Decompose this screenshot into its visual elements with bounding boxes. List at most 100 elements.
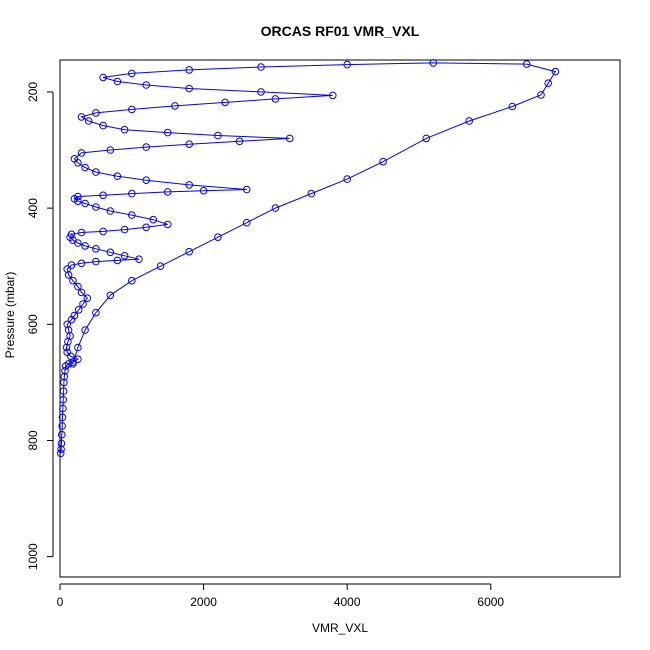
data-point: [69, 276, 77, 285]
data-point: [271, 95, 280, 103]
data-point: [214, 131, 222, 140]
data-point: [128, 211, 136, 219]
data-point: [135, 255, 143, 264]
x-tick-label: 0: [57, 595, 64, 609]
data-point: [63, 348, 71, 357]
data-point: [199, 186, 208, 195]
data-point: [422, 134, 431, 143]
x-tick-label: 4000: [334, 595, 361, 609]
data-point: [59, 396, 68, 404]
data-point: [307, 189, 316, 198]
x-tick-label: 2000: [190, 595, 217, 609]
x-axis: 0 2000 4000 6000: [57, 583, 504, 609]
data-point: [106, 291, 115, 300]
data-point: [120, 252, 129, 260]
data-point: [142, 223, 150, 232]
data-point: [106, 146, 115, 154]
y-tick-label: 600: [26, 314, 40, 334]
data-point: [60, 378, 68, 387]
data-point: [67, 261, 76, 269]
data-point: [185, 140, 193, 148]
data-point: [343, 60, 352, 69]
data-point: [271, 204, 280, 212]
data-point: [74, 355, 82, 364]
data-point: [544, 79, 553, 87]
y-axis-label: Pressure (mbar): [3, 272, 17, 359]
data-point: [59, 387, 68, 395]
data-point: [77, 228, 86, 237]
series-layer: [56, 59, 560, 458]
x-axis-label: VMR_VXL: [312, 621, 368, 635]
chart-title: ORCAS RF01 VMR_VXL: [261, 23, 420, 39]
data-point: [551, 67, 560, 76]
data-point: [64, 360, 73, 368]
data-point: [185, 84, 193, 93]
data-point: [92, 203, 100, 211]
data-point: [58, 430, 66, 439]
data-point: [63, 265, 71, 273]
data-point: [99, 73, 107, 82]
data-point: [92, 109, 100, 117]
data-point: [120, 125, 129, 134]
data-point: [61, 367, 69, 375]
data-point: [128, 189, 136, 198]
data-point: [163, 220, 172, 229]
y-tick-label: 200: [26, 82, 40, 102]
data-point: [242, 185, 251, 194]
data-point: [185, 181, 193, 189]
x-tick-label: 6000: [477, 595, 504, 609]
data-point: [92, 308, 100, 317]
data-point: [92, 245, 100, 253]
data-point: [64, 326, 73, 334]
data-point: [77, 288, 86, 297]
data-point: [128, 69, 136, 78]
data-point: [74, 192, 82, 201]
data-point: [64, 271, 73, 279]
data-point: [113, 77, 122, 86]
y-tick-label: 800: [26, 430, 40, 450]
data-point: [120, 225, 129, 234]
data-point: [70, 155, 79, 163]
data-point: [67, 230, 76, 239]
data-point: [63, 320, 71, 329]
data-point: [92, 257, 100, 266]
data-point: [149, 215, 158, 224]
data-point: [113, 172, 122, 180]
plot-frame: [59, 59, 621, 578]
data-point: [185, 66, 193, 74]
data-point: [106, 207, 115, 215]
data-point: [70, 311, 79, 320]
data-point: [83, 294, 92, 303]
data-point: [84, 117, 93, 125]
data-point: [66, 332, 74, 340]
data-point: [69, 360, 77, 368]
data-point: [99, 227, 107, 236]
data-point: [142, 81, 150, 89]
data-point: [77, 113, 86, 121]
data-point: [171, 102, 179, 110]
data-point: [57, 445, 65, 454]
data-point: [81, 242, 89, 250]
data-point: [74, 343, 82, 352]
data-point: [142, 176, 150, 184]
data-point: [92, 168, 100, 176]
data-point: [185, 247, 193, 256]
data-point: [257, 88, 265, 96]
data-point: [156, 262, 165, 271]
data-point: [235, 137, 244, 146]
data-point: [257, 63, 265, 71]
data-point: [242, 218, 251, 227]
data-point: [62, 343, 71, 352]
data-point: [58, 413, 67, 422]
y-tick-label: 1000: [26, 543, 40, 570]
data-point: [58, 422, 67, 430]
data-point: [74, 282, 82, 291]
data-point: [285, 134, 294, 143]
data-point: [329, 91, 337, 100]
data-point: [57, 439, 66, 448]
data-point: [537, 91, 545, 99]
data-point: [59, 404, 67, 413]
data-point: [522, 60, 531, 68]
